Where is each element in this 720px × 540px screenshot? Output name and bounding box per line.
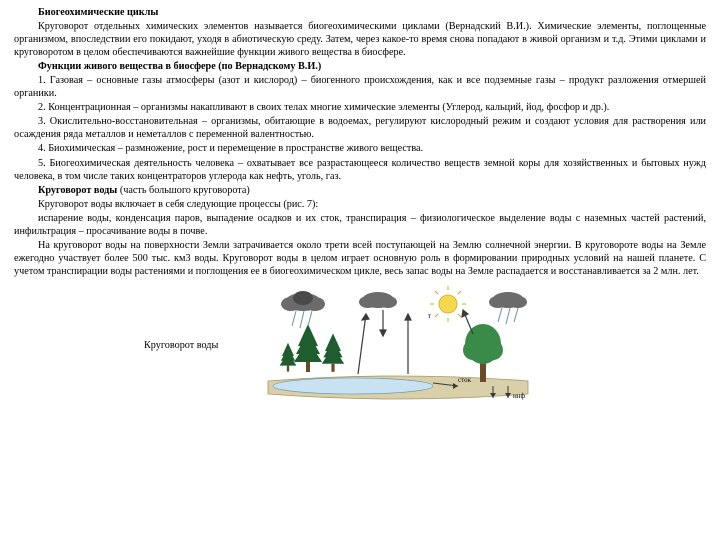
function-2: 2. Концентрационная – организмы накаплив…	[14, 101, 706, 114]
function-4: 4. Биохимическая – размножение, рост и п…	[14, 142, 706, 155]
conifer-trees	[280, 324, 345, 372]
document-page: Биогеохимические циклы Круговорот отдель…	[0, 0, 720, 406]
heading-water: Круговорот воды (часть большого круговор…	[14, 184, 706, 197]
water-p3: На круговорот воды на поверхности Земли …	[14, 239, 706, 278]
heading-functions-text: Функции живого вещества в биосфере (по В…	[38, 61, 321, 72]
label-t: т	[428, 312, 431, 320]
heading-cycles: Биогеохимические циклы	[14, 6, 706, 19]
water-cycle-diagram: сток инф	[258, 286, 538, 406]
heading-water-rest: (часть большого круговорота)	[117, 185, 250, 196]
heading-functions: Функции живого вещества в биосфере (по В…	[14, 60, 706, 73]
label-inf: инф	[513, 392, 525, 400]
cloud-mid	[359, 292, 397, 308]
function-5: 5. Биогеохимическая деятельность человек…	[14, 157, 706, 183]
label-stok: сток	[458, 376, 472, 384]
figure-row: Круговорот воды сток инф	[14, 286, 706, 406]
water-p2: испарение воды, конденсация паров, выпад…	[14, 212, 706, 238]
function-1: 1. Газовая – основные газы атмосферы (аз…	[14, 74, 706, 100]
heading-cycles-text: Биогеохимические циклы	[38, 7, 158, 18]
water-p1: Круговорот воды включает в себя следующи…	[14, 198, 706, 211]
function-3: 3. Окислительно-восстановительная – орга…	[14, 115, 706, 141]
cloud-left	[281, 291, 325, 311]
paragraph-intro: Круговорот отдельных химических элементо…	[14, 20, 706, 59]
cloud-right	[489, 292, 527, 308]
deciduous-tree	[463, 324, 503, 382]
heading-water-bold: Круговорот воды	[38, 185, 117, 196]
figure-caption: Круговорот воды	[144, 339, 218, 352]
